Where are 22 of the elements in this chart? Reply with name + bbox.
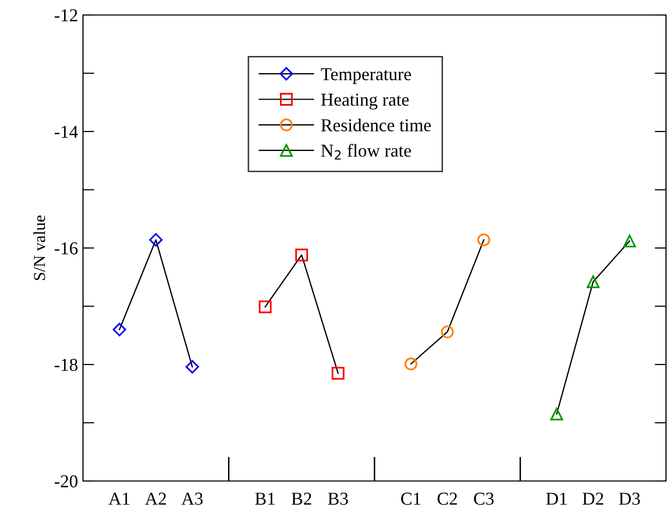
x-tick-label: C1 <box>401 492 420 505</box>
y-tick-label: -12 <box>54 9 78 22</box>
legend-label: N$_{2}$ flow rate <box>321 144 411 160</box>
x-tick-label: C3 <box>474 492 494 505</box>
x-tick-label: A1 <box>108 492 130 505</box>
x-tick-label: A3 <box>181 492 203 505</box>
x-tick-label: A2 <box>145 492 166 505</box>
x-tick-label: D2 <box>582 492 604 505</box>
legend-label: Heating rate <box>321 94 409 110</box>
y-tick-label: -18 <box>54 358 78 371</box>
x-tick-label: C2 <box>438 492 457 505</box>
x-tick-label: D1 <box>546 492 567 505</box>
x-tick-label: B1 <box>255 492 275 505</box>
y-tick-label: -20 <box>54 475 78 488</box>
x-tick-label: D3 <box>619 492 640 505</box>
y-tick-label: -16 <box>54 242 78 254</box>
y-tick-label: -14 <box>54 126 78 138</box>
legend-label: Residence time <box>321 118 431 132</box>
x-tick-label: B2 <box>292 492 312 505</box>
y-axis-title: S/N value <box>33 215 46 280</box>
legend-label: Temperature <box>320 68 411 84</box>
x-tick-label: B3 <box>328 492 348 505</box>
